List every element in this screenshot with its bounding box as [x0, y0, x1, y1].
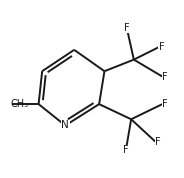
Text: F: F — [162, 99, 168, 109]
Text: F: F — [124, 23, 130, 33]
Text: F: F — [162, 72, 168, 82]
Text: F: F — [155, 137, 161, 146]
Text: F: F — [159, 42, 164, 52]
Text: CH₃: CH₃ — [10, 99, 28, 109]
Text: N: N — [61, 121, 69, 130]
Text: F: F — [123, 145, 129, 155]
